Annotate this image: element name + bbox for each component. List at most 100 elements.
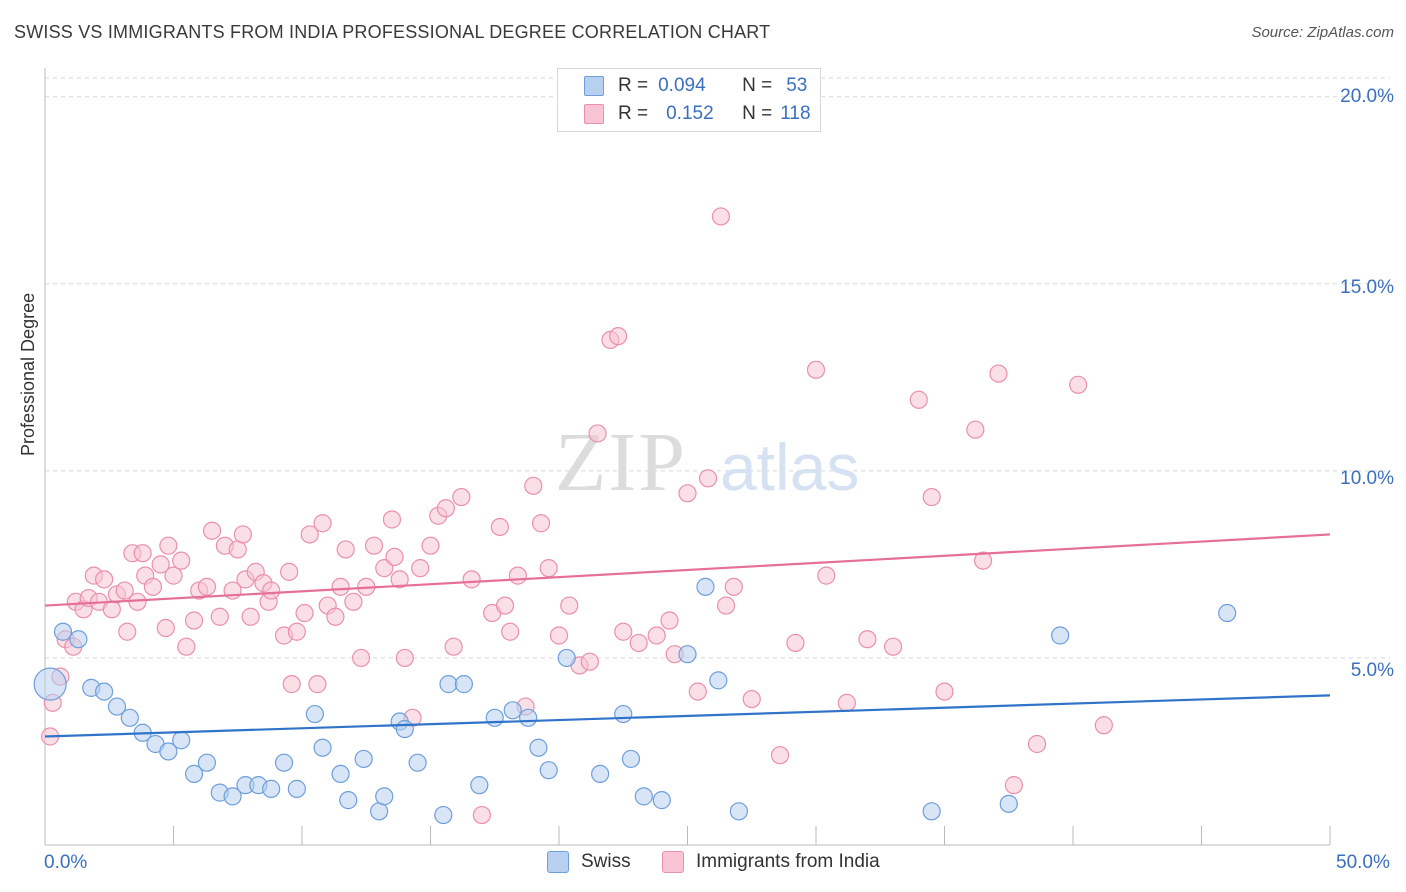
y-tick-label: 20.0% [1340,86,1394,107]
india-point [614,622,633,641]
swiss-point [408,753,427,772]
india-point [385,547,404,567]
india-point [352,648,371,668]
swiss-swatch [584,76,604,96]
india-point [711,207,731,226]
india-point [262,581,281,600]
india-point [390,570,409,589]
india-point [858,630,877,649]
swiss-point [120,708,139,727]
india-point [508,566,527,585]
india-point [344,592,363,611]
india-point [698,469,718,488]
swiss-point [621,749,641,769]
swiss-point [262,779,281,798]
india-point [202,521,222,540]
india-point [609,327,628,346]
india-point [688,682,707,701]
india-point [382,510,402,529]
india-point [501,622,520,641]
india-point [647,626,666,645]
india-point [164,566,183,585]
india-point [678,484,697,503]
swiss-point [395,719,414,739]
legend-row-swiss: R = 0.094 N = 53 [584,75,807,97]
swiss-legend-swatch [547,851,569,873]
india-n-label: N = [742,103,773,124]
swiss-point [339,791,358,810]
swiss-point [172,731,191,750]
india-point [549,626,569,645]
swiss-point [313,738,332,757]
india-point [462,570,481,589]
swiss-point [454,675,474,694]
chart-title: SWISS VS IMMIGRANTS FROM INDIA PROFESSIO… [14,22,771,42]
india-point [197,577,217,596]
india-point [524,476,543,495]
correlation-legend: R = 0.094 N = 53 R = 0.152 N = 118 [557,68,821,132]
india-point [660,611,679,630]
india-point [375,559,394,578]
swiss-point [95,682,114,701]
swiss-point [197,753,217,772]
india-point [313,514,332,533]
india-point [909,390,928,409]
swiss-r-label: R = [618,75,649,96]
swiss-point [678,645,697,664]
india-point [786,633,805,653]
india-point [742,689,761,709]
india-r-value: 0.152 [666,103,714,124]
india-point [472,805,491,825]
india-trend-line [44,533,1331,607]
swiss-point [999,794,1018,813]
swiss-point [354,749,373,769]
india-legend-label: Immigrants from India [696,851,880,872]
swiss-point [591,764,610,784]
india-point [588,424,607,443]
swiss-point [529,738,548,757]
india-point [495,596,515,615]
axes [44,68,1331,846]
swiss-n-label: N = [742,75,773,96]
india-point [973,551,993,570]
india-point [133,544,152,563]
india-point [156,618,175,638]
india-point [580,652,599,671]
y-tick-label: 10.0% [1340,468,1394,489]
india-point [1027,734,1047,754]
swiss-point [184,764,204,784]
swiss-point [305,704,324,724]
india-point [115,581,134,600]
india-point [1094,716,1113,735]
india-point [326,607,345,626]
india-r-label: R = [618,103,649,124]
swiss-point [159,742,178,761]
swiss-point [33,667,67,701]
india-point [1004,776,1023,795]
india-point [395,648,414,668]
india-point [560,596,579,615]
swiss-point [375,787,394,806]
swiss-point [1051,626,1070,645]
series-swiss [33,577,1237,825]
swiss-point [439,675,458,694]
svg-text:ZIP: ZIP [555,416,687,509]
india-n-value: 118 [780,103,811,124]
watermark: ZIP atlas [555,416,859,509]
swiss-point [614,704,633,724]
swiss-point [519,708,538,727]
india-point [241,607,260,626]
swiss-point [434,805,453,825]
source-label: Source: ZipAtlas.com [1251,24,1394,41]
india-point [1069,375,1088,394]
swiss-point [485,708,504,727]
india-point [210,607,229,626]
swiss-point [539,761,558,780]
india-point [817,566,836,585]
india-point [539,559,558,578]
swiss-point [331,764,350,784]
swiss-point [503,701,522,720]
swiss-point [223,787,242,806]
swiss-point [53,622,73,641]
